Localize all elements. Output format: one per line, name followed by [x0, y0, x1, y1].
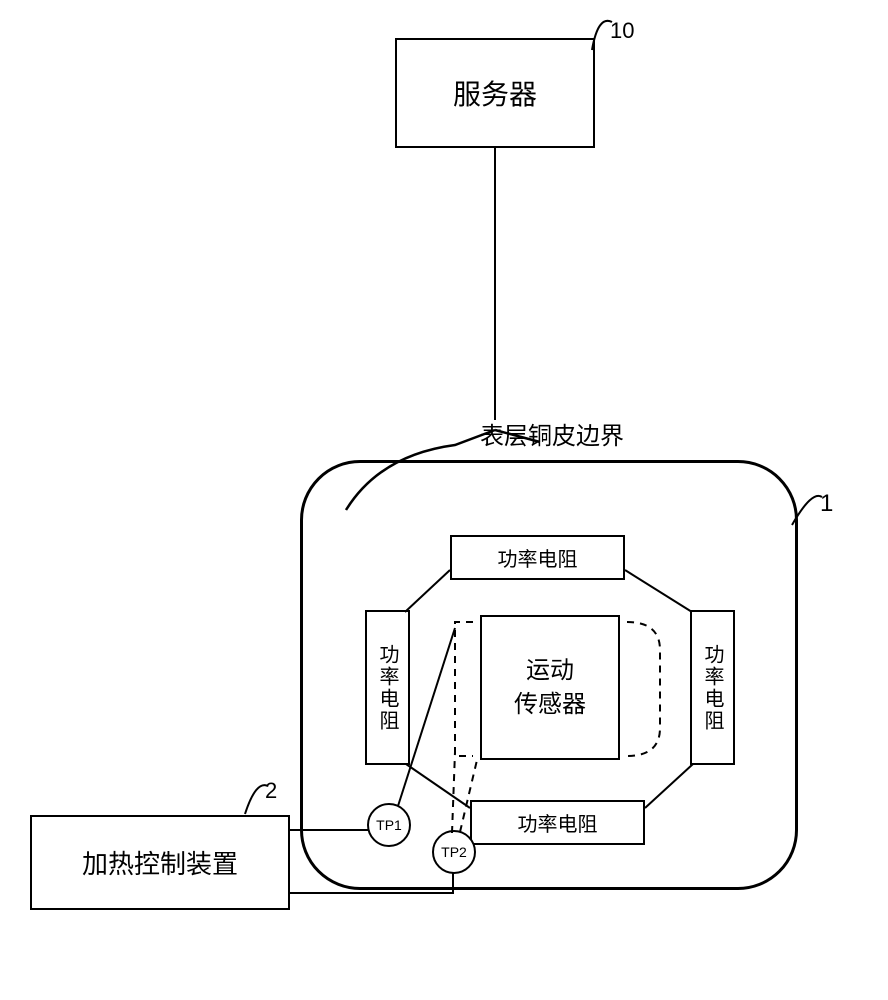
server-box: 服务器	[395, 38, 595, 148]
server-ref: 10	[610, 18, 634, 44]
heating-control-box: 加热控制装置	[30, 815, 290, 910]
top-resistor: 功率电阻	[450, 535, 625, 580]
boundary-label: 表层铜皮边界	[480, 416, 624, 451]
server-label: 服务器	[453, 73, 537, 113]
tp1-label: TP1	[376, 817, 402, 833]
motion-sensor: 运动 传感器	[480, 615, 620, 760]
bottom-resistor-label: 功率电阻	[518, 808, 598, 837]
left-resistor: 功率电阻	[365, 610, 410, 765]
right-resistor-label: 功率电阻	[698, 644, 727, 732]
tp2-circle: TP2	[432, 830, 476, 874]
right-resistor: 功率电阻	[690, 610, 735, 765]
tp2-label: TP2	[441, 844, 467, 860]
bottom-resistor: 功率电阻	[470, 800, 645, 845]
left-resistor-label: 功率电阻	[373, 644, 402, 732]
heating-control-ref: 2	[265, 778, 277, 804]
top-resistor-label: 功率电阻	[498, 543, 578, 572]
motion-sensor-label-1: 运动	[526, 654, 574, 688]
tp1-circle: TP1	[367, 803, 411, 847]
heating-control-label: 加热控制装置	[82, 844, 238, 881]
pcb-ref: 1	[820, 490, 833, 518]
motion-sensor-label-2: 传感器	[514, 688, 586, 722]
